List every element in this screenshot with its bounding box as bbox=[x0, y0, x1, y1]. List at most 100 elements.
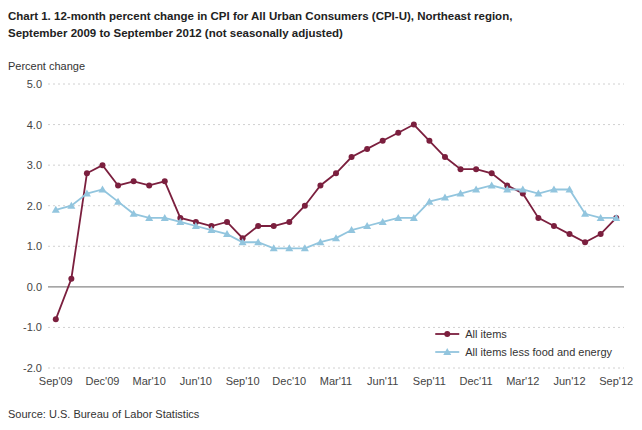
x-tick-label: Dec'10 bbox=[272, 375, 306, 387]
y-tick-label: 0.0 bbox=[27, 281, 42, 293]
series bbox=[52, 181, 620, 251]
grid bbox=[48, 84, 624, 368]
data-point bbox=[254, 238, 262, 245]
data-point bbox=[534, 190, 542, 197]
title: Chart 1. 12-month percent change in CPI … bbox=[8, 10, 512, 22]
data-point bbox=[567, 231, 573, 237]
series-line bbox=[56, 185, 616, 248]
data-point bbox=[271, 223, 277, 229]
data-point bbox=[302, 203, 308, 209]
data-point bbox=[98, 185, 106, 192]
legend-marker bbox=[444, 331, 450, 337]
x-tick-label: Sep'12 bbox=[599, 375, 633, 387]
data-point bbox=[53, 316, 59, 322]
y-tick-label: 2.0 bbox=[27, 200, 42, 212]
data-point bbox=[223, 230, 231, 237]
data-point bbox=[519, 185, 527, 192]
series bbox=[53, 122, 619, 323]
data-point bbox=[363, 222, 371, 229]
data-point bbox=[332, 234, 340, 241]
grid-line bbox=[48, 205, 624, 206]
data-point bbox=[425, 198, 433, 205]
y-tick-label: -2.0 bbox=[23, 362, 42, 374]
y-axis-label: Percent change bbox=[8, 60, 85, 72]
series-line bbox=[56, 125, 616, 320]
legend: All items All items less food and energy bbox=[435, 328, 612, 358]
data-point bbox=[161, 214, 169, 221]
data-point bbox=[192, 222, 200, 229]
legend-label: All items less food and energy bbox=[465, 346, 612, 358]
grid-line bbox=[48, 165, 624, 166]
legend-label: All items bbox=[465, 328, 507, 340]
x-tick-label: Sep'10 bbox=[226, 375, 260, 387]
data-point bbox=[612, 214, 620, 221]
data-point bbox=[146, 182, 152, 188]
data-point bbox=[316, 238, 324, 245]
x-tick-label: Dec'09 bbox=[86, 375, 120, 387]
y-tick-label: 1.0 bbox=[27, 240, 42, 252]
data-point bbox=[551, 223, 557, 229]
data-point bbox=[317, 182, 323, 188]
data-point bbox=[364, 146, 370, 152]
grid-line bbox=[48, 327, 624, 328]
chart: Chart 1. 12-month percent change in CPI … bbox=[0, 0, 642, 430]
data-point bbox=[566, 185, 574, 192]
data-point bbox=[442, 154, 448, 160]
data-point bbox=[379, 218, 387, 225]
legend-marker bbox=[443, 348, 451, 355]
y-tick-label: 3.0 bbox=[27, 159, 42, 171]
data-point bbox=[224, 219, 230, 225]
data-point bbox=[457, 190, 465, 197]
data-point bbox=[255, 223, 261, 229]
data-point bbox=[83, 190, 91, 197]
data-point bbox=[380, 138, 386, 144]
data-point bbox=[349, 154, 355, 160]
data-point bbox=[239, 238, 247, 245]
data-point bbox=[613, 215, 619, 221]
data-point bbox=[130, 210, 138, 217]
data-point bbox=[207, 226, 215, 233]
x-tick-label: Mar'12 bbox=[506, 375, 539, 387]
data-point bbox=[550, 185, 558, 192]
data-point bbox=[597, 214, 605, 221]
data-point bbox=[176, 218, 184, 225]
data-point bbox=[301, 244, 309, 251]
data-point bbox=[473, 166, 479, 172]
x-tick-label: Jun'10 bbox=[180, 375, 212, 387]
data-point bbox=[472, 185, 480, 192]
x-tick-label: Jun'12 bbox=[553, 375, 585, 387]
source-note: Source: U.S. Bureau of Labor Statistics bbox=[8, 408, 200, 420]
data-point bbox=[581, 210, 589, 217]
data-point bbox=[145, 214, 153, 221]
data-point bbox=[395, 130, 401, 136]
x-tick-label: Dec'11 bbox=[460, 375, 493, 387]
grid-line bbox=[48, 124, 624, 125]
data-point bbox=[394, 214, 402, 221]
data-point bbox=[84, 170, 90, 176]
data-point bbox=[458, 166, 464, 172]
data-point bbox=[131, 178, 137, 184]
data-point bbox=[333, 170, 339, 176]
grid-line bbox=[48, 84, 624, 85]
zero-line bbox=[48, 286, 624, 287]
y-tick-label: -1.0 bbox=[23, 321, 42, 333]
y-tick-label: 5.0 bbox=[27, 78, 42, 90]
data-point bbox=[488, 181, 496, 188]
data-point bbox=[411, 122, 417, 128]
data-point bbox=[348, 226, 356, 233]
x-tick-label: Sep'09 bbox=[39, 375, 73, 387]
data-point bbox=[503, 185, 511, 192]
data-point bbox=[285, 244, 293, 251]
data-point bbox=[286, 219, 292, 225]
y-tick-label: 4.0 bbox=[27, 119, 42, 131]
plot-area bbox=[52, 122, 620, 323]
data-point bbox=[115, 182, 121, 188]
x-tick-label: Jun'11 bbox=[367, 375, 398, 387]
data-point bbox=[410, 214, 418, 221]
data-point bbox=[535, 215, 541, 221]
data-point bbox=[582, 239, 588, 245]
data-point bbox=[441, 194, 449, 201]
data-point bbox=[68, 276, 74, 282]
data-point bbox=[426, 138, 432, 144]
data-point bbox=[114, 198, 122, 205]
